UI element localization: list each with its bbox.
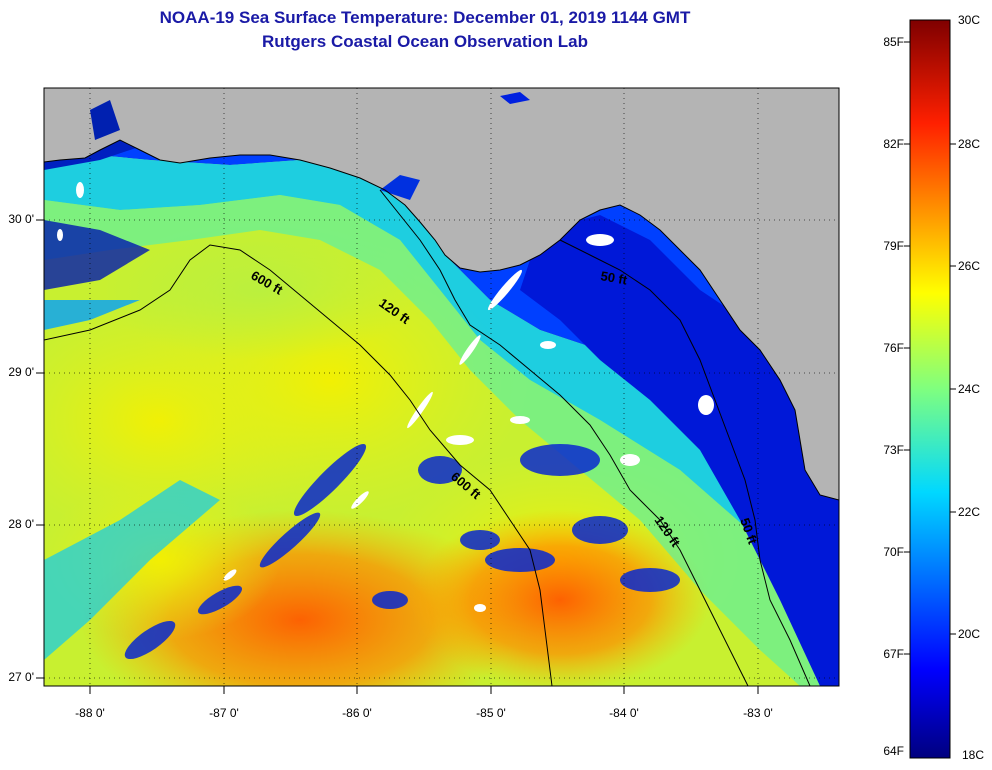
colorbar-f-label-76: 76F <box>883 341 904 355</box>
colorbar-c-label-18: 18C <box>962 748 985 762</box>
colorbar-f-label-70: 70F <box>883 545 904 559</box>
land-mass <box>44 88 839 500</box>
colorbar-f-label-85: 85F <box>883 35 904 49</box>
colorbar-f-label-82: 82F <box>883 137 904 151</box>
lat-label-30: 30 0' <box>8 212 34 226</box>
colorbar-f-label-79: 79F <box>883 239 904 253</box>
map-title: NOAA-19 Sea Surface Temperature: Decembe… <box>159 8 691 27</box>
colorbar-f-label-73: 73F <box>883 443 904 457</box>
coastline <box>44 139 839 501</box>
lat-label-27: 27 0' <box>8 670 34 684</box>
axis-ticks <box>36 219 759 694</box>
lon-label-87: -87 0' <box>209 706 239 720</box>
lon-label-85: -85 0' <box>476 706 506 720</box>
colorbar-f-label-67: 67F <box>883 647 904 661</box>
bathymetry-contours <box>44 189 811 686</box>
lon-label-86: -86 0' <box>342 706 372 720</box>
map-subtitle: Rutgers Coastal Ocean Observation Lab <box>262 32 588 51</box>
colorbar-f-label-64: 64F <box>883 744 904 758</box>
lat-label-28: 28 0' <box>8 517 34 531</box>
contour-label-50-north: 50 ft <box>599 268 629 288</box>
colorbar-c-label-30: 30C <box>958 13 981 27</box>
colorbar-c-label-26: 26C <box>958 259 981 273</box>
colorbar-c-label-22: 22C <box>958 505 981 519</box>
lat-label-29: 29 0' <box>8 365 34 379</box>
colorbar-c-label-24: 24C <box>958 382 981 396</box>
map-frame <box>43 87 840 687</box>
colorbar-ticks <box>904 41 956 655</box>
colorbar-c-label-20: 20C <box>958 627 981 641</box>
lon-label-83: -83 0' <box>743 706 773 720</box>
colorbar <box>909 19 951 759</box>
colorbar-c-label-28: 28C <box>958 137 981 151</box>
lon-label-84: -84 0' <box>609 706 639 720</box>
lon-label-88: -88 0' <box>75 706 105 720</box>
